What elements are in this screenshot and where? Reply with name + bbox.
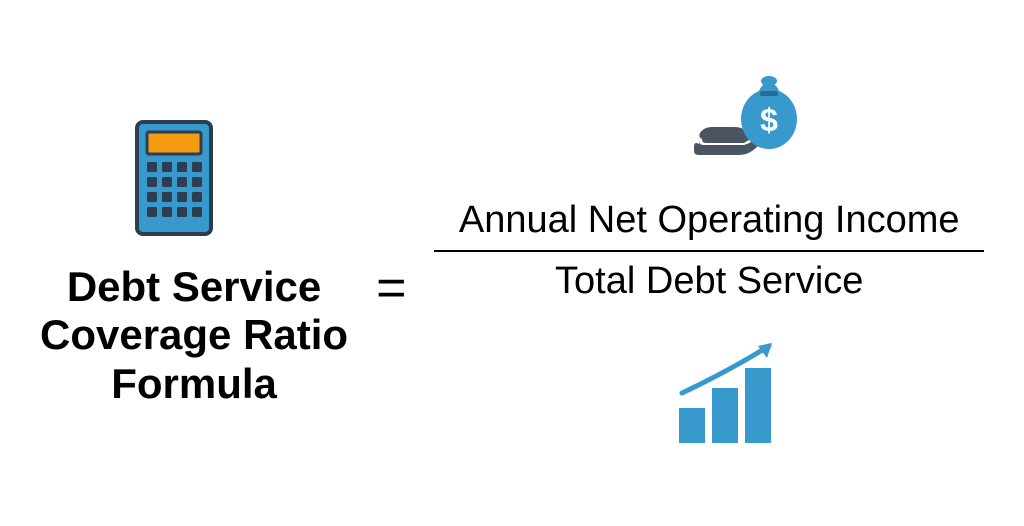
bar-chart-icon [664, 338, 794, 458]
money-bag-icon: $ [684, 69, 814, 184]
formula-name: Debt Service Coverage Ratio Formula [40, 263, 348, 408]
formula-container: Debt Service Coverage Ratio Formula = $ … [0, 69, 1024, 458]
svg-text:$: $ [760, 102, 778, 138]
formula-name-line2: Coverage Ratio [40, 311, 348, 359]
numerator: Annual Net Operating Income [459, 199, 960, 250]
formula-right-side: $ Annual Net Operating Income Total Debt… [434, 69, 984, 458]
formula-name-line3: Formula [40, 360, 348, 408]
fraction: Annual Net Operating Income Total Debt S… [434, 199, 984, 303]
denominator: Total Debt Service [555, 252, 863, 303]
calculator-icon [129, 118, 219, 243]
equals-sign: = [368, 258, 414, 318]
formula-left-side: Debt Service Coverage Ratio Formula [40, 118, 348, 408]
formula-name-line1: Debt Service [40, 263, 348, 311]
